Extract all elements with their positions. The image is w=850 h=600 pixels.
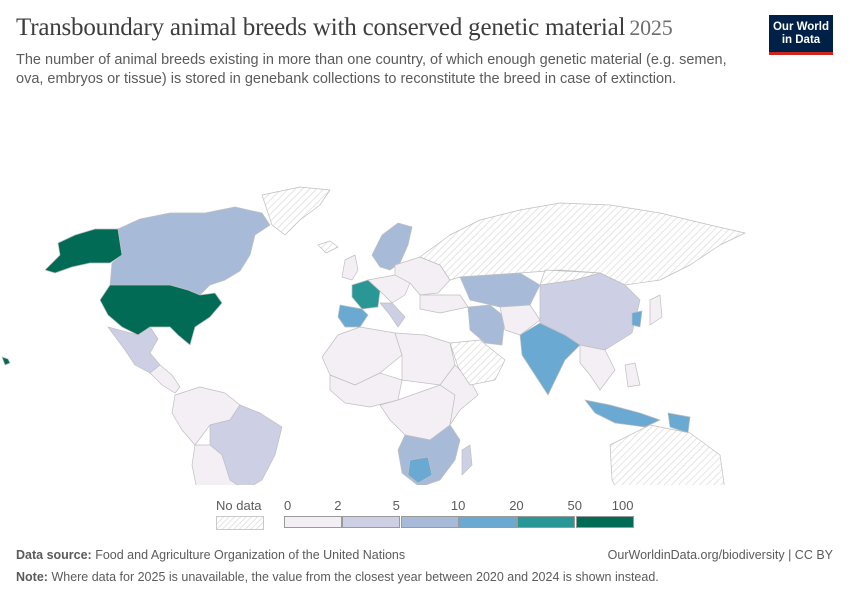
region-arabia[interactable]	[449, 339, 506, 386]
region-mexico[interactable]	[107, 326, 161, 374]
region-canada[interactable]	[109, 206, 271, 296]
title-text: Transboundary animal breeds with conserv…	[16, 14, 626, 41]
region-central-asia[interactable]	[499, 304, 541, 336]
region-philippines[interactable]	[624, 362, 641, 388]
legend-bin-2[interactable]	[400, 516, 459, 528]
map-legend: No data 0 2 5 10 20 50 100	[0, 492, 850, 532]
region-turkey[interactable]	[419, 294, 469, 314]
legend-no-data-label: No data	[216, 498, 262, 513]
legend-tick-label: 10	[450, 498, 466, 513]
legend-tick-label: 2	[334, 498, 342, 513]
region-italy[interactable]	[379, 302, 406, 328]
legend-bin-1[interactable]	[342, 516, 401, 528]
region-korea[interactable]	[631, 310, 643, 328]
legend-tick-label: 100	[611, 498, 634, 513]
logo-line-2: in Data	[781, 33, 821, 46]
logo-line-1: Our World	[772, 20, 829, 33]
credit-link[interactable]: OurWorldinData.org/biodiversity | CC BY	[607, 548, 833, 562]
chart-subtitle: The number of animal breeds existing in …	[16, 52, 727, 87]
note-label: Note:	[16, 570, 48, 584]
region-uk[interactable]	[341, 254, 359, 281]
region-southeast-asia[interactable]	[579, 344, 616, 391]
data-source-text[interactable]: Food and Agriculture Organization of the…	[95, 548, 406, 562]
region-indonesia[interactable]	[584, 399, 661, 428]
region-australia[interactable]	[609, 424, 725, 485]
region-iceland[interactable]	[317, 240, 339, 254]
region-south-america-south[interactable]	[191, 444, 245, 485]
footnote: Note: Where data for 2025 is unavailable…	[16, 570, 659, 584]
legend-bin-0[interactable]	[284, 516, 342, 528]
region-japan[interactable]	[649, 294, 663, 326]
region-central-america[interactable]	[149, 364, 181, 394]
note-text: Where data for 2025 is unavailable, the …	[51, 570, 659, 584]
data-source: Data source: Food and Agriculture Organi…	[16, 548, 405, 562]
title-year: 2025	[629, 15, 673, 40]
region-botswana[interactable]	[407, 456, 433, 484]
region-kazakhstan[interactable]	[459, 272, 541, 308]
legend-bin-4[interactable]	[517, 516, 576, 528]
region-mongolia[interactable]	[539, 269, 601, 286]
region-madagascar[interactable]	[461, 444, 473, 476]
chart-title: Transboundary animal breeds with conserv…	[16, 14, 673, 42]
legend-no-data-swatch[interactable]	[216, 516, 264, 530]
region-alaska[interactable]	[44, 228, 123, 274]
region-iran[interactable]	[467, 304, 506, 346]
world-map[interactable]	[0, 95, 850, 485]
data-source-label: Data source:	[16, 548, 92, 562]
legend-tick-label: 20	[509, 498, 524, 513]
region-scandinavia[interactable]	[371, 222, 413, 271]
legend-bin-3[interactable]	[458, 516, 517, 528]
legend-tick-label: 50	[567, 498, 582, 513]
region-hawaii[interactable]	[1, 356, 11, 366]
region-greenland[interactable]	[261, 186, 331, 236]
legend-bin-5[interactable]	[575, 516, 634, 528]
owid-logo[interactable]: Our World in Data	[769, 15, 833, 55]
legend-tick-label: 5	[392, 498, 400, 513]
legend-tick-label: 0	[284, 498, 292, 513]
region-usa[interactable]	[99, 284, 223, 346]
